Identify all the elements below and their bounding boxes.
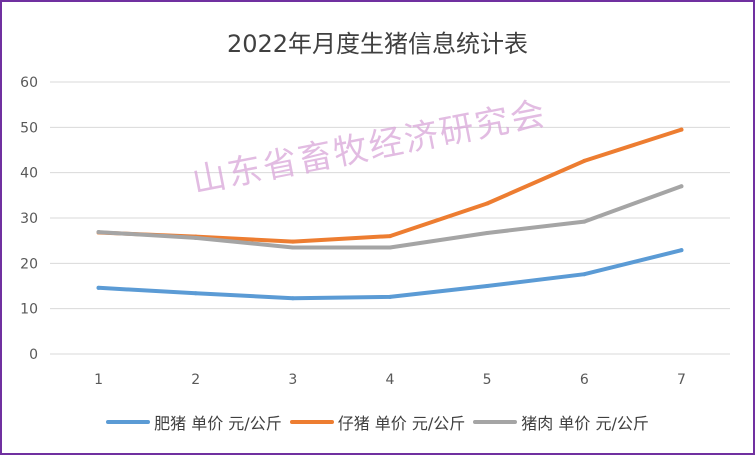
x-tick-label: 4 (386, 372, 395, 388)
data-point (290, 239, 295, 244)
series-line-1 (96, 248, 684, 301)
legend-label: 仔猪 单价 元/公斤 (337, 414, 466, 433)
legend-label: 肥猪 单价 元/公斤 (154, 414, 282, 433)
legend-item: 肥猪 单价 元/公斤 (106, 410, 282, 434)
data-point (96, 230, 101, 235)
legend-swatch (473, 420, 518, 424)
x-tick-label: 5 (483, 372, 492, 388)
data-point (388, 245, 392, 250)
legend-label: 猪肉 单价 元/公斤 (521, 414, 649, 433)
data-point (388, 234, 392, 239)
y-tick-label: 60 (20, 75, 38, 91)
x-tick-label: 2 (191, 372, 200, 388)
y-tick-label: 50 (20, 120, 38, 136)
data-point (485, 230, 490, 235)
data-point (388, 294, 392, 299)
legend-swatch (289, 420, 334, 424)
legend-item: 仔猪 单价 元/公斤 (289, 410, 466, 434)
x-tick-label: 3 (288, 372, 297, 388)
data-point (290, 245, 295, 250)
data-point (582, 219, 587, 224)
data-point (679, 248, 684, 253)
x-tick-label: 1 (94, 372, 103, 388)
data-point (582, 272, 587, 277)
data-point (679, 127, 684, 132)
data-point (96, 285, 101, 290)
data-point (485, 201, 490, 206)
series-line-3 (96, 184, 684, 250)
data-point (193, 235, 198, 240)
x-tick-label: 7 (677, 372, 686, 388)
data-point (485, 284, 490, 288)
data-point (582, 158, 587, 163)
y-tick-label: 0 (29, 347, 38, 363)
data-point (290, 296, 295, 301)
chart-legend: 肥猪 单价 元/公斤 仔猪 单价 元/公斤 猪肉 单价 元/公斤 (2, 410, 753, 434)
data-point (679, 184, 684, 189)
data-point (193, 291, 198, 296)
y-tick-label: 10 (20, 302, 38, 318)
legend-swatch (106, 420, 151, 424)
legend-item: 猪肉 单价 元/公斤 (473, 410, 649, 434)
y-tick-label: 40 (20, 166, 38, 182)
y-tick-label: 30 (20, 211, 38, 227)
y-tick-label: 20 (20, 256, 38, 272)
chart-title: 2022年月度生猪信息统计表 (226, 30, 529, 58)
x-tick-label: 6 (580, 372, 589, 388)
